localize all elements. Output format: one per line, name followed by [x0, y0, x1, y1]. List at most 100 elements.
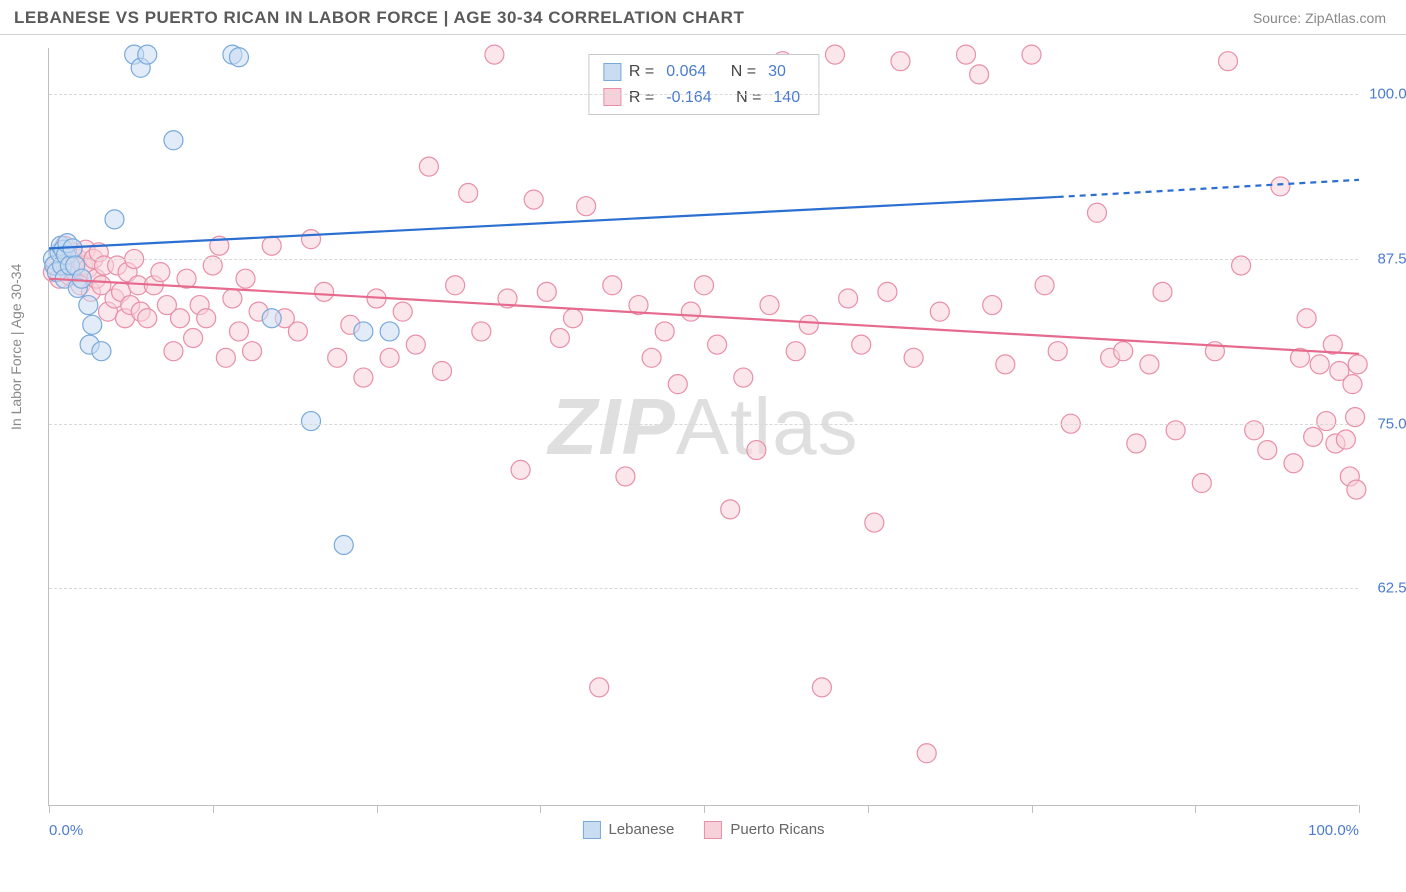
scatter-point-lebanese	[354, 322, 373, 341]
scatter-point-puertorican	[708, 335, 727, 354]
gridline	[49, 588, 1358, 589]
legend-item-lebanese: Lebanese	[582, 821, 674, 839]
x-tick	[868, 805, 869, 813]
x-tick-label: 0.0%	[49, 822, 83, 839]
scatter-point-lebanese	[380, 322, 399, 341]
scatter-point-puertorican	[1088, 203, 1107, 222]
scatter-point-puertorican	[917, 744, 936, 763]
scatter-point-puertorican	[1022, 45, 1041, 64]
scatter-point-puertorican	[1219, 52, 1238, 71]
scatter-point-puertorican	[1127, 434, 1146, 453]
scatter-point-lebanese	[302, 412, 321, 431]
scatter-point-puertorican	[721, 500, 740, 519]
scatter-point-puertorican	[197, 309, 216, 328]
scatter-point-puertorican	[1140, 355, 1159, 374]
x-tick	[704, 805, 705, 813]
y-tick-label: 75.0%	[1377, 415, 1406, 432]
y-tick-label: 100.0%	[1369, 86, 1406, 103]
scatter-point-puertorican	[1347, 480, 1366, 499]
x-tick-label: 100.0%	[1308, 822, 1359, 839]
scatter-point-puertorican	[786, 342, 805, 361]
scatter-point-puertorican	[511, 460, 530, 479]
scatter-point-puertorican	[171, 309, 190, 328]
scatter-point-puertorican	[812, 678, 831, 697]
scatter-point-puertorican	[996, 355, 1015, 374]
scatter-point-puertorican	[957, 45, 976, 64]
scatter-point-puertorican	[681, 302, 700, 321]
scatter-point-puertorican	[184, 329, 203, 348]
scatter-point-puertorican	[1192, 474, 1211, 493]
scatter-point-puertorican	[1271, 177, 1290, 196]
legend-label-lebanese: Lebanese	[608, 821, 674, 838]
scatter-point-puertorican	[799, 315, 818, 334]
scatter-point-puertorican	[419, 157, 438, 176]
scatter-point-puertorican	[406, 335, 425, 354]
scatter-point-lebanese	[334, 535, 353, 554]
scatter-point-puertorican	[1035, 276, 1054, 295]
legend-swatch-puertorican-icon	[704, 821, 722, 839]
scatter-point-puertorican	[695, 276, 714, 295]
scatter-point-puertorican	[747, 441, 766, 460]
scatter-point-puertorican	[433, 361, 452, 380]
scatter-point-puertorican	[151, 263, 170, 282]
chart-title: LEBANESE VS PUERTO RICAN IN LABOR FORCE …	[14, 8, 744, 28]
x-tick	[213, 805, 214, 813]
legend-n-label: N =	[736, 85, 761, 111]
scatter-point-puertorican	[262, 236, 281, 255]
correlation-legend: R = 0.064 N = 30 R = -0.164 N = 140	[588, 54, 819, 115]
x-tick	[377, 805, 378, 813]
scatter-point-puertorican	[590, 678, 609, 697]
scatter-point-puertorican	[1310, 355, 1329, 374]
scatter-point-puertorican	[328, 348, 347, 367]
scatter-point-puertorican	[446, 276, 465, 295]
x-tick	[49, 805, 50, 813]
scatter-point-puertorican	[354, 368, 373, 387]
scatter-point-puertorican	[1114, 342, 1133, 361]
scatter-point-puertorican	[983, 296, 1002, 315]
legend-row-lebanese: R = 0.064 N = 30	[603, 59, 804, 85]
y-axis-label: In Labor Force | Age 30-34	[8, 264, 24, 430]
legend-n-puertorican: 140	[769, 85, 804, 111]
trend-line-lebanese-extrapolated	[1058, 180, 1359, 197]
legend-n-lebanese: 30	[764, 59, 790, 85]
scatter-point-puertorican	[138, 309, 157, 328]
scatter-point-puertorican	[1304, 427, 1323, 446]
scatter-point-puertorican	[302, 230, 321, 249]
scatter-point-puertorican	[524, 190, 543, 209]
x-tick	[1195, 805, 1196, 813]
scatter-point-puertorican	[1153, 282, 1172, 301]
scatter-point-puertorican	[904, 348, 923, 367]
scatter-point-puertorican	[472, 322, 491, 341]
legend-swatch-puertorican	[603, 88, 621, 106]
scatter-point-puertorican	[315, 282, 334, 301]
scatter-svg	[49, 48, 1358, 805]
scatter-point-lebanese	[105, 210, 124, 229]
source-label: Source: ZipAtlas.com	[1253, 10, 1386, 26]
y-tick-label: 62.5%	[1377, 580, 1406, 597]
scatter-point-lebanese	[229, 48, 248, 67]
scatter-point-puertorican	[1258, 441, 1277, 460]
scatter-point-puertorican	[603, 276, 622, 295]
scatter-point-lebanese	[138, 45, 157, 64]
scatter-point-puertorican	[1336, 430, 1355, 449]
scatter-point-puertorican	[616, 467, 635, 486]
scatter-point-lebanese	[164, 131, 183, 150]
x-tick	[540, 805, 541, 813]
scatter-point-puertorican	[839, 289, 858, 308]
scatter-point-puertorican	[1348, 355, 1367, 374]
scatter-point-puertorican	[826, 45, 845, 64]
legend-n-label: N =	[731, 59, 756, 85]
x-tick	[1032, 805, 1033, 813]
scatter-point-puertorican	[970, 65, 989, 84]
plot-area: ZIPAtlas R = 0.064 N = 30 R = -0.164 N =…	[48, 48, 1358, 806]
scatter-point-puertorican	[288, 322, 307, 341]
scatter-point-puertorican	[236, 269, 255, 288]
scatter-point-puertorican	[1284, 454, 1303, 473]
series-legend: Lebanese Puerto Ricans	[582, 821, 824, 839]
scatter-point-puertorican	[243, 342, 262, 361]
scatter-point-puertorican	[668, 375, 687, 394]
scatter-point-lebanese	[72, 269, 91, 288]
scatter-point-puertorican	[216, 348, 235, 367]
scatter-point-puertorican	[1297, 309, 1316, 328]
scatter-point-puertorican	[655, 322, 674, 341]
